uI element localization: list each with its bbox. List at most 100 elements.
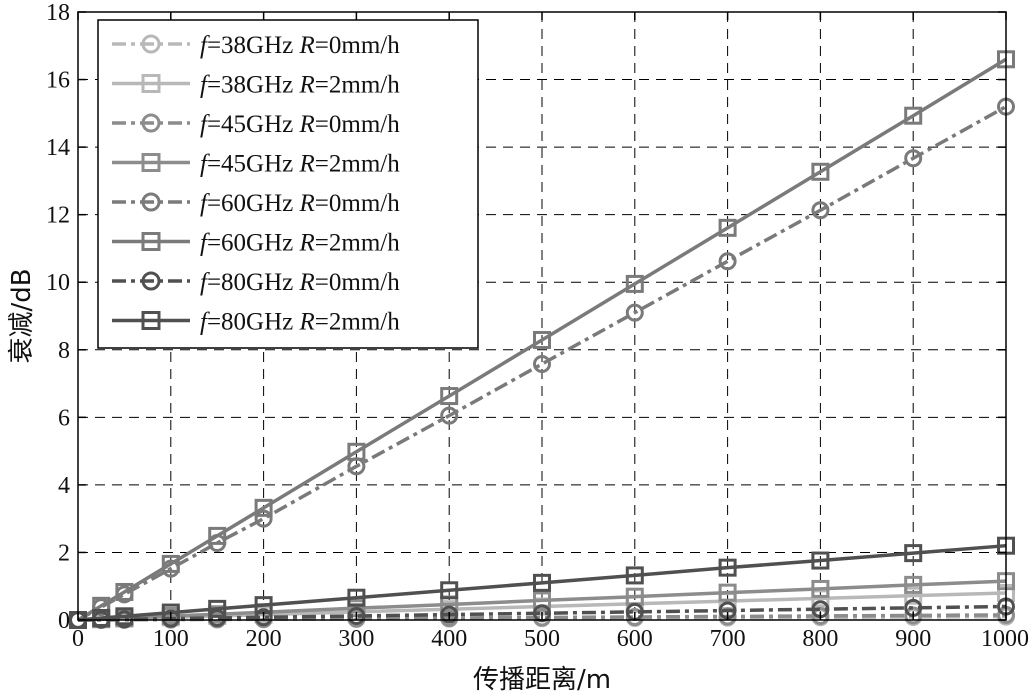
- legend-label-part: f: [200, 230, 210, 257]
- legend-label-part: =0mm/h: [315, 190, 400, 217]
- legend-item: f=38GHz R=2mm/h: [112, 72, 400, 99]
- x-tick-label: 800: [802, 626, 838, 652]
- data-point-marker: [904, 606, 923, 625]
- data-point-marker: [811, 606, 830, 625]
- legend-item: f=45GHz R=0mm/h: [112, 111, 400, 138]
- data-point-marker: [141, 311, 161, 330]
- data-point-marker: [533, 591, 551, 610]
- y-tick-label: 12: [46, 203, 70, 229]
- legend-label-part: =45GHz: [207, 111, 300, 138]
- x-tick-label: 100: [153, 626, 189, 652]
- legend-label: f=38GHz R=0mm/h: [200, 32, 400, 59]
- legend-label-part: =60GHz: [207, 190, 300, 217]
- legend-label-part: =60GHz: [207, 230, 300, 257]
- data-point-marker: [904, 586, 923, 605]
- data-point-marker: [904, 575, 923, 594]
- data-point-marker: [533, 354, 551, 373]
- y-tick-label: 8: [58, 338, 70, 364]
- data-point-marker: [254, 509, 273, 528]
- data-point-marker: [347, 442, 366, 461]
- legend-label-part: =38GHz: [207, 72, 300, 99]
- x-tick-label: 700: [710, 626, 746, 652]
- legend-label-part: =80GHz: [207, 269, 300, 296]
- legend-label-part: R: [299, 72, 315, 99]
- data-point-marker: [718, 558, 737, 577]
- y-tick-label: 18: [46, 0, 70, 26]
- x-tick-label: 200: [246, 626, 282, 652]
- data-point-marker: [161, 554, 180, 573]
- data-point-marker: [811, 579, 830, 598]
- data-point-marker: [811, 162, 830, 181]
- legend-label: f=45GHz R=0mm/h: [200, 111, 400, 138]
- data-point-marker: [254, 498, 273, 517]
- legend-label-part: =0mm/h: [315, 111, 400, 138]
- legend-label-part: =2mm/h: [315, 151, 400, 178]
- legend-label-part: =2mm/h: [315, 230, 400, 257]
- data-point-marker: [904, 106, 923, 125]
- data-point-marker: [718, 252, 737, 271]
- data-point-marker: [254, 608, 273, 627]
- y-axis-ticks: 0 2 4 6 8 10 12 14 16 18: [46, 0, 1006, 634]
- y-tick-label: 14: [46, 135, 70, 161]
- data-point-marker: [141, 271, 161, 291]
- data-point-marker: [533, 330, 551, 349]
- y-axis-title: 衰减/dB: [7, 268, 37, 363]
- y-tick-label: 2: [58, 540, 70, 566]
- data-point-marker: [625, 566, 644, 585]
- data-point-marker: [718, 218, 737, 237]
- legend-item: f=60GHz R=2mm/h: [112, 230, 400, 257]
- data-point-marker: [347, 606, 366, 625]
- y-tick-label: 4: [58, 473, 70, 499]
- legend-item: f=60GHz R=0mm/h: [112, 190, 400, 217]
- data-point-marker: [141, 192, 161, 212]
- data-point-marker: [141, 74, 161, 93]
- data-point-marker: [141, 232, 161, 251]
- data-point-marker: [811, 201, 830, 220]
- data-point-marker: [904, 544, 923, 563]
- data-point-marker: [440, 605, 459, 624]
- legend-label: f=80GHz R=2mm/h: [200, 309, 400, 336]
- data-point-marker: [533, 573, 551, 592]
- data-point-marker: [625, 607, 644, 626]
- legend-label-part: f: [200, 151, 210, 178]
- legend-item: f=80GHz R=0mm/h: [112, 269, 400, 296]
- data-point-marker: [208, 599, 227, 618]
- data-point-marker: [141, 113, 161, 133]
- data-point-marker: [115, 607, 134, 626]
- x-tick-label: 1000: [981, 626, 1029, 652]
- y-tick-label: 10: [46, 270, 70, 296]
- legend-label-part: f: [200, 32, 210, 59]
- legend-item: f=45GHz R=2mm/h: [112, 151, 400, 178]
- data-point-marker: [625, 274, 644, 293]
- legend-label: f=45GHz R=2mm/h: [200, 151, 400, 178]
- legend-item: f=80GHz R=2mm/h: [112, 309, 400, 336]
- data-point-marker: [625, 303, 644, 322]
- legend-label-part: R: [299, 269, 315, 296]
- x-tick-label: 400: [431, 626, 467, 652]
- legend-label-part: =2mm/h: [315, 72, 400, 99]
- data-point-marker: [440, 406, 459, 425]
- x-tick-label: 500: [524, 626, 560, 652]
- x-tick-label: 0: [72, 626, 84, 652]
- legend-label-part: =0mm/h: [315, 32, 400, 59]
- legend-label-part: f: [200, 72, 210, 99]
- data-point-marker: [811, 589, 830, 608]
- legend-box: [97, 19, 479, 349]
- data-point-marker: [92, 608, 111, 627]
- legend-item: f=38GHz R=0mm/h: [112, 32, 400, 59]
- y-tick-label: 6: [58, 405, 70, 431]
- data-point-marker: [440, 387, 459, 406]
- legend-label-part: =45GHz: [207, 151, 300, 178]
- legend-label-part: =80GHz: [207, 309, 300, 336]
- x-tick-label: 900: [895, 626, 931, 652]
- legend-label-part: f: [200, 190, 210, 217]
- x-axis-ticks: 0 100 200 300 400 500 600 700 800 900 1000: [72, 12, 1029, 652]
- data-point-marker: [811, 551, 830, 570]
- legend-label-part: f: [200, 309, 210, 336]
- legend-label: f=38GHz R=2mm/h: [200, 72, 400, 99]
- data-point-marker: [115, 582, 134, 601]
- legend-label: f=60GHz R=2mm/h: [200, 230, 400, 257]
- legend-label: f=80GHz R=0mm/h: [200, 269, 400, 296]
- legend-label-part: R: [299, 190, 315, 217]
